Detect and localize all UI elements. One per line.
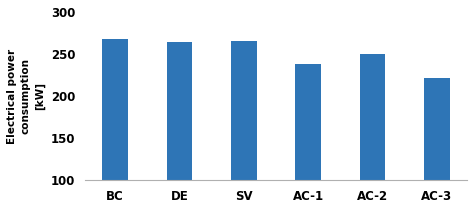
Bar: [231, 41, 257, 210]
Bar: [102, 39, 128, 210]
Y-axis label: Electrical power
consumption
[kW]: Electrical power consumption [kW]: [7, 49, 45, 144]
Bar: [167, 42, 192, 210]
Bar: [360, 54, 385, 210]
Bar: [424, 78, 450, 210]
Bar: [295, 64, 321, 210]
